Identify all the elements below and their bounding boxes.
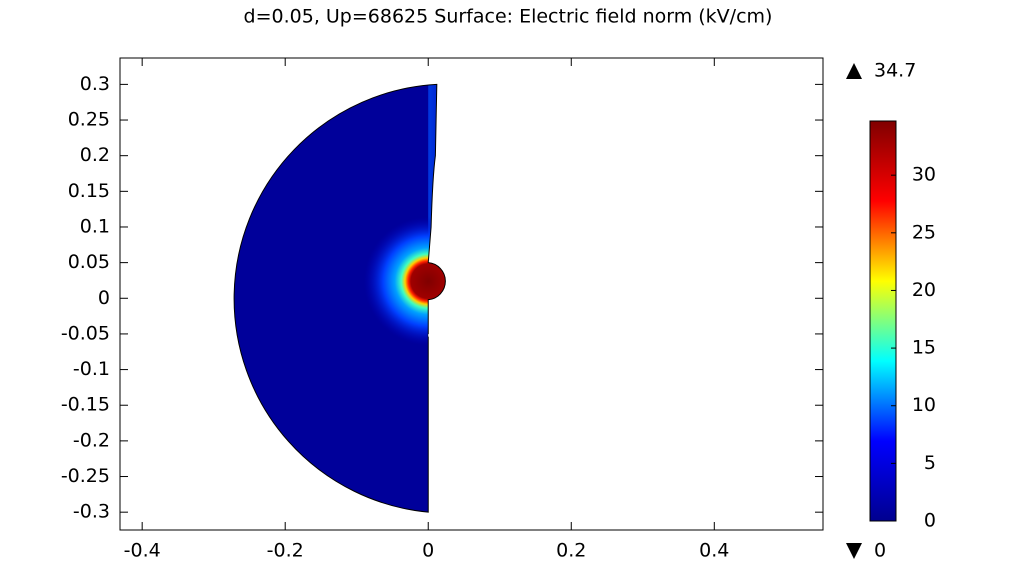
domain-outline (233, 83, 446, 513)
y-tick-label: 0.1 (80, 215, 110, 237)
colorbar-tick-label: 15 (912, 337, 936, 359)
y-tick-label: -0.05 (61, 322, 110, 344)
surface-plot (233, 83, 515, 513)
colorbar-tick-label: 10 (912, 394, 936, 416)
colorbar-min-label: 0 (874, 540, 886, 562)
chart-title: d=0.05, Up=68625 Surface: Electric field… (244, 6, 773, 28)
colorbar-tick-label: 20 (912, 279, 936, 301)
max-marker (846, 63, 862, 79)
y-tick-label: 0.05 (68, 251, 110, 273)
y-tick-label: 0.15 (68, 180, 110, 202)
y-tick-label: -0.15 (61, 394, 110, 416)
x-tick-label: -0.2 (267, 540, 304, 562)
edge-glow (428, 84, 446, 334)
colorbar-max-label: 34.7 (874, 60, 916, 82)
y-tick-label: 0 (98, 287, 110, 309)
plot-frame (119, 57, 824, 531)
colorbar-tick-label: 0 (924, 510, 936, 532)
min-marker (846, 543, 862, 559)
colorbar-tick-label: 5 (924, 452, 936, 474)
y-tick-label: -0.1 (73, 358, 110, 380)
x-tick-label: 0 (422, 540, 434, 562)
x-tick-label: 0.2 (556, 540, 586, 562)
x-tick-label: -0.4 (124, 540, 161, 562)
y-tick-label: 0.25 (68, 109, 110, 131)
y-tick-label: -0.25 (61, 465, 110, 487)
y-tick-label: 0.3 (80, 73, 110, 95)
y-tick-label: -0.2 (73, 429, 110, 451)
y-tick-label: -0.3 (73, 501, 110, 523)
hot-spot (363, 216, 446, 346)
domain (234, 84, 446, 513)
colorbar-tick-label: 30 (912, 164, 936, 186)
y-tick-label: 0.2 (80, 144, 110, 166)
x-tick-label: 0.4 (699, 540, 729, 562)
colorbar (869, 120, 897, 522)
colorbar-tick-label: 25 (912, 221, 936, 243)
